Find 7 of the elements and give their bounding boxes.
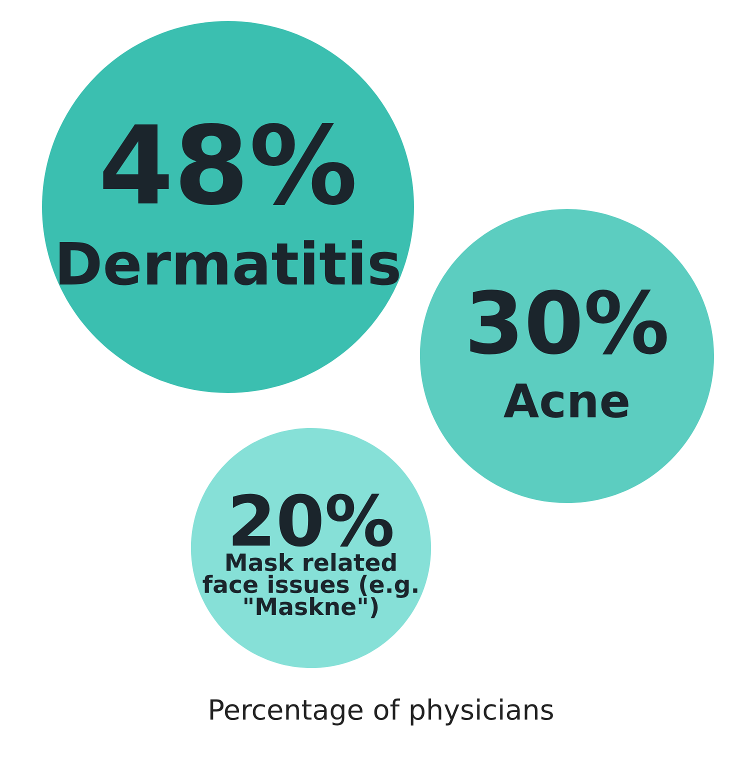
data-label: 48% (103, 123, 354, 205)
data-label: 30% (470, 290, 667, 354)
text: Percentage of physicians (210, 698, 553, 726)
data-label: 20% (232, 494, 392, 547)
category-label: Mask related face issues (e.g. "Maskne") (202, 552, 418, 618)
category-label: Acne (504, 384, 628, 418)
category-label: Dermatitis (60, 240, 399, 286)
